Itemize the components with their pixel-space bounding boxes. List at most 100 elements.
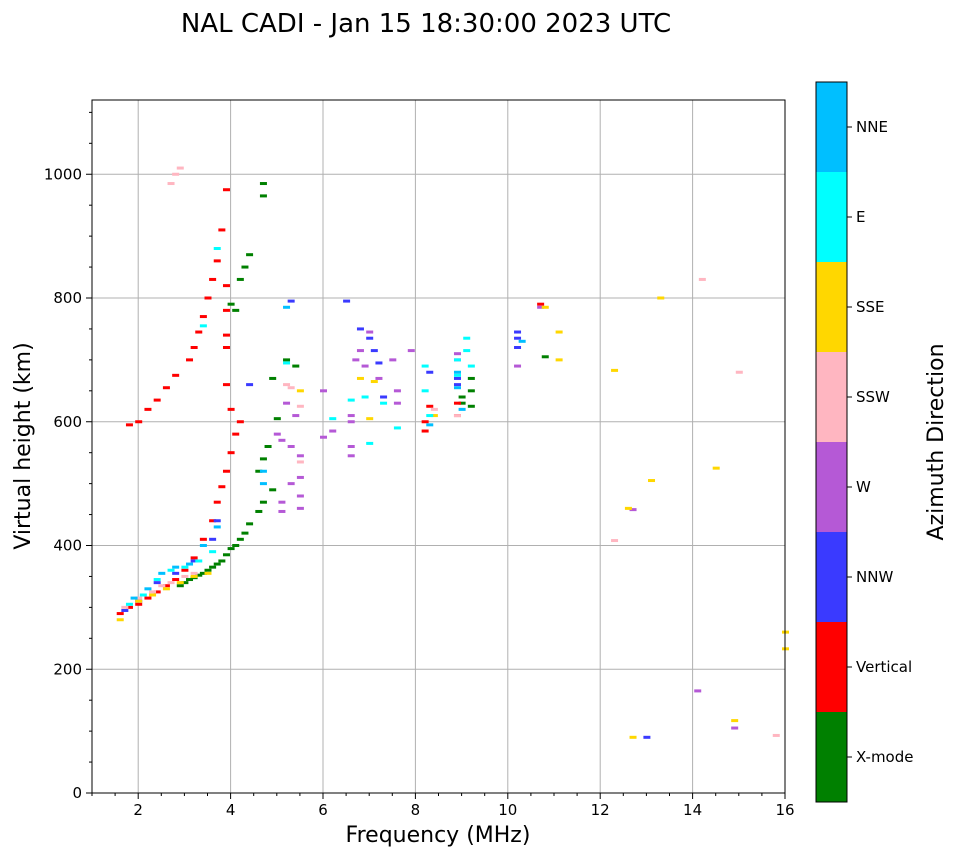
- data-point-sse: [731, 719, 739, 723]
- data-point-vertical: [426, 404, 434, 408]
- data-point-e: [167, 568, 175, 572]
- data-points: [116, 166, 789, 739]
- data-point-vertical: [421, 429, 429, 433]
- data-point-x-mode: [259, 457, 267, 461]
- data-point-w: [278, 509, 286, 513]
- data-point-x-mode: [273, 417, 281, 421]
- data-point-x-mode: [241, 265, 249, 269]
- data-point-vertical: [421, 420, 429, 424]
- data-point-ssw: [135, 596, 143, 600]
- data-point-x-mode: [292, 364, 300, 368]
- x-tick-label: 16: [775, 801, 794, 819]
- data-point-vertical: [144, 596, 152, 600]
- data-point-x-mode: [283, 358, 291, 362]
- data-point-x-mode: [264, 445, 272, 448]
- data-point-x-mode: [259, 194, 267, 198]
- data-point-w: [629, 508, 637, 512]
- data-point-nnw: [453, 376, 461, 380]
- data-point-ssw: [296, 404, 304, 408]
- data-point-nne: [213, 525, 221, 529]
- data-point-nne: [259, 469, 267, 473]
- y-tick-label: 600: [53, 413, 82, 431]
- data-point-w: [283, 401, 291, 405]
- data-point-ssw: [149, 590, 157, 594]
- x-tick-label: 4: [226, 801, 236, 819]
- data-point-vertical: [172, 578, 180, 582]
- data-point-x-mode: [458, 401, 466, 405]
- data-point-e: [125, 602, 133, 606]
- data-point-nnw: [514, 346, 522, 349]
- x-tick-label: 12: [591, 801, 610, 819]
- data-point-nnw: [643, 735, 651, 739]
- colorbar-frame: [815, 81, 848, 803]
- data-point-vertical: [209, 519, 217, 523]
- colorbar-entry-label: X-mode: [856, 748, 913, 766]
- data-point-nnw: [287, 299, 295, 303]
- data-point-nne: [186, 562, 194, 566]
- data-point-w: [375, 376, 383, 380]
- data-point-e: [361, 395, 369, 399]
- data-point-vertical: [199, 315, 207, 319]
- data-point-sse: [162, 587, 170, 591]
- data-point-nnw: [453, 383, 461, 387]
- data-point-e: [463, 349, 471, 353]
- data-point-w: [296, 454, 304, 458]
- data-point-x-mode: [209, 565, 217, 569]
- data-point-nnw: [514, 336, 522, 340]
- data-point-ssw: [698, 277, 706, 281]
- data-point-nnw: [246, 383, 254, 387]
- data-point-x-mode: [255, 469, 263, 473]
- data-point-x-mode: [467, 376, 475, 380]
- data-point-w: [278, 438, 286, 442]
- data-point-x-mode: [467, 404, 475, 408]
- data-point-vertical: [222, 383, 230, 387]
- data-point-w: [347, 454, 355, 458]
- data-point-w: [393, 401, 401, 405]
- data-point-ssw: [176, 166, 184, 170]
- colorbar-segment: [816, 352, 847, 442]
- colorbar-segment: [816, 262, 847, 352]
- y-tick-label: 1000: [44, 165, 82, 183]
- data-point-vertical: [125, 423, 133, 427]
- data-point-sse: [624, 506, 632, 510]
- plot-frame: [91, 99, 786, 794]
- data-point-ssw: [453, 414, 461, 418]
- data-point-x-mode: [255, 509, 263, 513]
- data-point-nnw: [213, 519, 221, 523]
- data-point-sse: [657, 296, 665, 300]
- x-tick-label: 14: [683, 801, 702, 819]
- colorbar-segment: [816, 442, 847, 532]
- data-point-ssw: [158, 584, 166, 588]
- data-point-vertical: [135, 420, 143, 424]
- data-point-vertical: [213, 259, 221, 263]
- data-point-vertical: [172, 373, 180, 377]
- data-point-x-mode: [199, 571, 207, 575]
- colorbar-entry-label: SSE: [856, 298, 885, 316]
- data-point-e: [283, 361, 291, 365]
- data-point-e: [153, 578, 161, 582]
- data-point-w: [453, 352, 461, 356]
- data-point-nnw: [514, 330, 522, 334]
- colorbar-entry-label: Vertical: [856, 658, 912, 676]
- data-point-sse: [366, 417, 374, 421]
- data-point-sse: [176, 581, 184, 585]
- data-point-ssw: [283, 383, 291, 387]
- data-point-w: [352, 358, 360, 362]
- data-point-sse: [648, 479, 656, 483]
- data-point-w: [361, 364, 369, 368]
- data-point-sse: [116, 618, 124, 622]
- data-point-vertical: [222, 188, 230, 192]
- data-point-x-mode: [458, 395, 466, 399]
- data-point-nnw: [375, 361, 383, 365]
- data-point-w: [356, 349, 364, 353]
- data-point-x-mode: [236, 537, 244, 541]
- data-point-w: [389, 358, 397, 362]
- data-point-vertical: [236, 420, 244, 424]
- data-point-ssw: [611, 539, 619, 543]
- data-point-sse: [611, 368, 619, 372]
- data-point-nnw: [190, 559, 198, 563]
- data-point-vertical: [162, 584, 170, 588]
- data-point-vertical: [153, 590, 161, 594]
- data-point-vertical: [218, 485, 226, 489]
- data-point-w: [731, 726, 739, 730]
